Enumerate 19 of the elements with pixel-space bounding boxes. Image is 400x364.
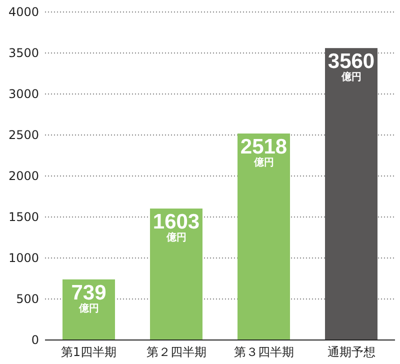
y-tick-label: 3500: [8, 46, 39, 60]
data-label: 2518 億円: [240, 136, 288, 169]
bar: [238, 134, 290, 340]
data-label: 1603 億円: [152, 210, 200, 244]
x-tick-label: 第３四半期: [234, 345, 294, 359]
y-tick-label: 2000: [8, 169, 39, 184]
x-tick-label: 通期予想: [327, 345, 376, 359]
data-label: 739 億円: [71, 281, 106, 314]
x-tick-label: 第２四半期: [146, 345, 206, 359]
bar: [150, 208, 202, 340]
y-tick-label: 4000: [8, 5, 39, 20]
x-tick-label: 第1四半期: [60, 345, 117, 359]
y-tick-label: 0: [31, 333, 39, 348]
y-tick-label: 1000: [8, 251, 39, 266]
y-tick-label: 3000: [8, 87, 39, 102]
data-label: 3560 億円: [328, 50, 375, 84]
y-tick-label: 2500: [8, 128, 39, 142]
y-tick-label: 500: [16, 292, 39, 306]
y-tick-label: 1500: [8, 210, 39, 224]
